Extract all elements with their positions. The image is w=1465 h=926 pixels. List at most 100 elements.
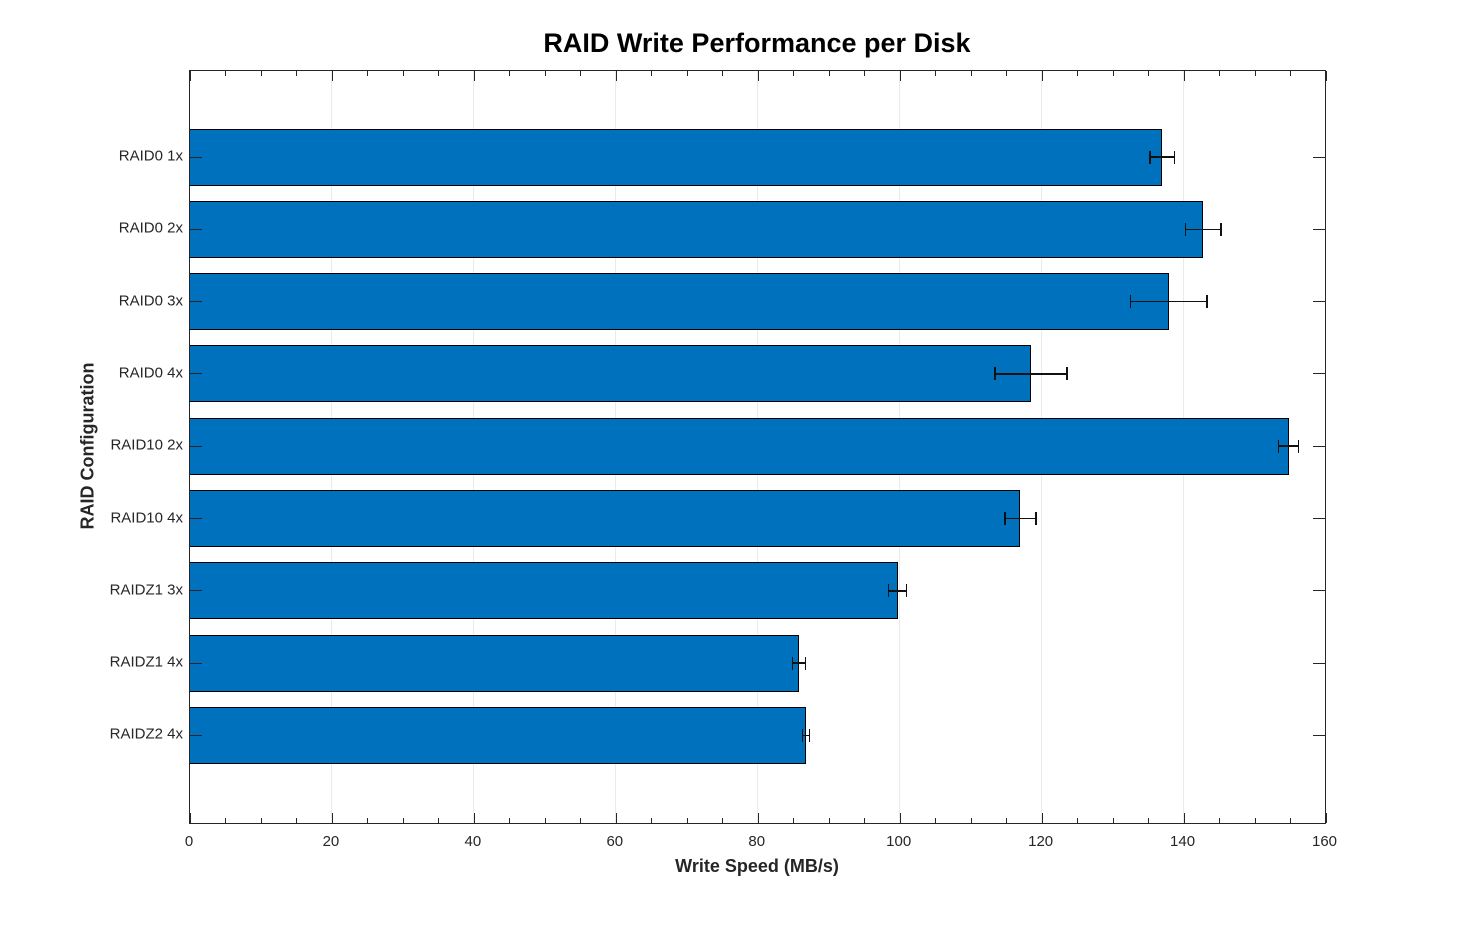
y-tick-right	[1313, 228, 1325, 230]
x-tick-bottom-20	[331, 813, 333, 823]
x-minor-tick-top	[793, 71, 795, 76]
x-minor-tick-top	[509, 71, 511, 76]
x-tick-bottom-60	[615, 813, 617, 823]
y-tick-right	[1313, 590, 1325, 592]
bar-raidz1-3x	[190, 562, 898, 620]
error-bar-cap-right	[1206, 295, 1208, 309]
x-minor-tick-bottom	[225, 818, 227, 823]
x-tick-bottom-80	[757, 813, 759, 823]
error-bar-cap-left	[1184, 222, 1187, 236]
y-tick-left	[190, 373, 202, 375]
x-tick-top-80	[757, 71, 759, 81]
bar-raidz1-4x	[190, 634, 799, 692]
error-bar-line	[801, 734, 811, 737]
x-minor-tick-bottom	[1148, 818, 1150, 823]
error-bar-line	[791, 662, 806, 664]
y-tick-label-raidz2-4x: RAIDZ2 4x	[109, 725, 183, 743]
x-tick-label-20: 20	[322, 833, 340, 850]
y-tick-left	[190, 228, 202, 230]
y-tick-right	[1313, 734, 1325, 736]
error-bar-line	[1129, 300, 1208, 303]
x-minor-tick-bottom	[793, 818, 795, 823]
error-bar-cap-left	[791, 656, 794, 670]
x-minor-tick-bottom	[1112, 818, 1114, 823]
error-bar-line	[1004, 517, 1037, 520]
y-tick-right	[1313, 445, 1325, 447]
x-tick-top-100	[899, 71, 901, 81]
error-bar-cap-right	[1173, 150, 1176, 164]
x-axis-label: Write Speed (MB/s)	[675, 856, 839, 876]
x-minor-tick-top	[828, 71, 830, 76]
chart-title: RAID Write Performance per Disk	[543, 28, 971, 58]
x-minor-tick-bottom	[722, 818, 724, 823]
x-minor-tick-top	[1112, 71, 1114, 76]
x-minor-tick-bottom	[367, 818, 369, 823]
x-minor-tick-bottom	[580, 818, 582, 823]
x-minor-tick-bottom	[544, 818, 546, 823]
x-minor-tick-bottom	[935, 818, 937, 823]
x-tick-top-40	[473, 71, 475, 81]
error-bar-line	[994, 373, 1068, 375]
x-minor-tick-top	[1219, 71, 1221, 76]
x-minor-tick-bottom	[1006, 818, 1008, 823]
x-tick-top-120	[1041, 71, 1043, 81]
x-tick-top-20	[331, 71, 333, 81]
x-minor-tick-bottom	[970, 818, 972, 823]
x-minor-tick-top	[864, 71, 866, 76]
x-tick-bottom-0	[190, 813, 191, 823]
y-tick-left	[190, 590, 202, 592]
x-minor-tick-bottom	[260, 818, 262, 823]
y-tick-label-raidz1-3x: RAIDZ1 3x	[109, 581, 183, 599]
error-bar-line	[1184, 228, 1222, 231]
x-minor-tick-top	[260, 71, 262, 76]
x-tick-label-120: 120	[1028, 833, 1054, 850]
x-minor-tick-bottom	[864, 818, 866, 823]
x-minor-tick-bottom	[1290, 818, 1292, 823]
x-minor-tick-bottom	[828, 818, 830, 823]
error-bar-cap-left	[1004, 512, 1006, 525]
x-minor-tick-top	[1148, 71, 1150, 76]
x-minor-tick-bottom	[509, 818, 511, 823]
y-tick-label-raidz1-4x: RAIDZ1 4x	[109, 653, 183, 671]
x-tick-label-0: 0	[184, 833, 194, 850]
x-tick-bottom-100	[899, 813, 901, 823]
error-bar-line	[887, 590, 908, 592]
y-tick-left	[190, 156, 202, 158]
y-tick-right	[1313, 301, 1325, 303]
x-minor-tick-top	[686, 71, 688, 76]
y-tick-left	[190, 662, 202, 664]
error-bar-cap-right	[1297, 439, 1300, 453]
x-tick-bottom-120	[1041, 813, 1043, 823]
y-tick-label-raid0-4x: RAID0 4x	[118, 364, 183, 382]
x-minor-tick-bottom	[1077, 818, 1079, 823]
error-bar-cap-right	[1220, 222, 1222, 236]
x-minor-tick-top	[1290, 71, 1292, 76]
error-bar-cap-right	[905, 584, 908, 598]
x-tick-bottom-160	[1325, 813, 1327, 823]
y-tick-right	[1313, 373, 1325, 375]
x-tick-label-100: 100	[886, 833, 912, 850]
x-tick-label-80: 80	[748, 833, 766, 850]
y-tick-left	[190, 301, 202, 303]
x-minor-tick-top	[580, 71, 582, 76]
x-minor-tick-bottom	[651, 818, 653, 823]
x-tick-top-160	[1325, 71, 1327, 81]
x-minor-tick-bottom	[686, 818, 688, 823]
error-bar-cap-left	[994, 367, 996, 381]
x-minor-tick-top	[225, 71, 227, 76]
x-tick-top-0	[190, 71, 191, 81]
error-bar-cap-left	[1277, 439, 1280, 453]
y-tick-label-raid10-2x: RAID10 2x	[110, 436, 183, 454]
x-tick-label-160: 160	[1311, 833, 1338, 850]
x-minor-tick-top	[1254, 71, 1256, 76]
bar-raid0-3x	[190, 273, 1169, 331]
bar-raid0-2x	[190, 200, 1204, 258]
x-minor-tick-top	[970, 71, 972, 76]
x-minor-tick-bottom	[1254, 818, 1256, 823]
x-minor-tick-top	[651, 71, 653, 76]
error-bar-cap-right	[1066, 367, 1068, 381]
error-bar-cap-left	[801, 728, 804, 742]
y-tick-left	[190, 734, 202, 736]
x-minor-tick-top	[722, 71, 724, 76]
y-tick-right	[1313, 518, 1325, 519]
